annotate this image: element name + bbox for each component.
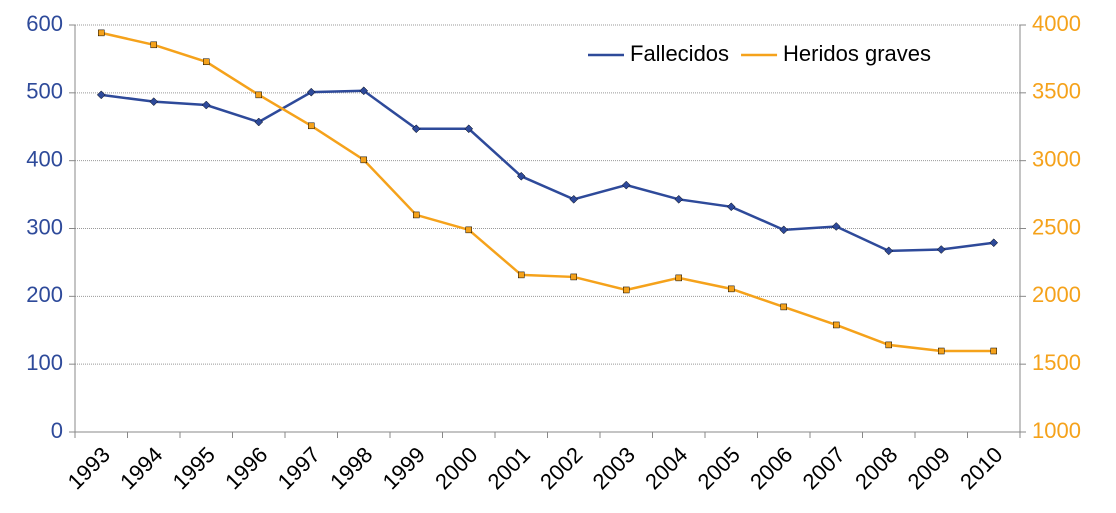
x-tick-label: 2009 bbox=[903, 442, 955, 494]
marker bbox=[98, 29, 105, 37]
marker bbox=[936, 245, 946, 254]
y-tick-label: 200 bbox=[26, 282, 63, 307]
y-tick-label: 300 bbox=[26, 214, 63, 239]
x-tick-label: 1997 bbox=[273, 442, 325, 494]
marker bbox=[516, 171, 526, 181]
marker bbox=[518, 271, 525, 279]
marker bbox=[884, 246, 894, 256]
marker bbox=[149, 97, 159, 107]
legend-label: Heridos graves bbox=[783, 41, 931, 66]
y2-tick-label: 2000 bbox=[1032, 282, 1081, 307]
x-tick-label: 1994 bbox=[115, 442, 167, 494]
marker bbox=[150, 41, 157, 49]
marker bbox=[833, 321, 840, 329]
y2-tick-label: 4000 bbox=[1032, 11, 1081, 36]
marker bbox=[360, 156, 367, 164]
marker bbox=[989, 238, 999, 248]
marker bbox=[780, 303, 787, 311]
marker bbox=[201, 100, 211, 110]
marker bbox=[465, 226, 472, 234]
marker bbox=[411, 124, 421, 134]
y-tick-label: 500 bbox=[26, 79, 63, 104]
x-tick-label: 2003 bbox=[588, 442, 640, 494]
y-tick-label: 0 bbox=[51, 418, 63, 443]
marker bbox=[255, 91, 262, 99]
marker bbox=[726, 202, 736, 212]
x-tick-label: 2006 bbox=[745, 442, 797, 494]
y-tick-label: 400 bbox=[26, 146, 63, 171]
series-line bbox=[101, 89, 994, 253]
marker bbox=[885, 341, 892, 349]
x-tick-label: 2001 bbox=[483, 442, 535, 494]
marker bbox=[359, 86, 369, 96]
marker bbox=[570, 273, 577, 281]
x-tick-label: 2010 bbox=[955, 442, 1007, 494]
marker bbox=[674, 194, 684, 204]
y-tick-label: 100 bbox=[26, 350, 63, 375]
marker bbox=[464, 124, 474, 134]
x-tick-label: 2008 bbox=[850, 442, 902, 494]
marker bbox=[675, 274, 682, 282]
y2-tick-label: 3500 bbox=[1032, 79, 1081, 104]
marker bbox=[569, 194, 579, 204]
x-tick-label: 2007 bbox=[798, 442, 850, 494]
series-line bbox=[100, 31, 994, 353]
marker bbox=[308, 122, 315, 130]
x-tick-label: 2000 bbox=[430, 442, 482, 494]
marker bbox=[779, 225, 789, 235]
y2-tick-label: 2500 bbox=[1032, 214, 1081, 239]
marker bbox=[990, 347, 997, 355]
y2-tick-label: 3000 bbox=[1032, 146, 1081, 171]
y2-tick-label: 1000 bbox=[1032, 418, 1081, 443]
y2-tick-label: 1500 bbox=[1032, 350, 1081, 375]
marker bbox=[306, 87, 316, 97]
marker bbox=[621, 180, 631, 190]
x-tick-label: 1999 bbox=[378, 442, 430, 494]
x-tick-label: 1993 bbox=[63, 442, 115, 494]
marker bbox=[203, 58, 210, 66]
legend-label: Fallecidos bbox=[630, 41, 729, 66]
marker bbox=[831, 222, 841, 231]
marker bbox=[623, 286, 630, 294]
x-tick-label: 1996 bbox=[220, 442, 272, 494]
x-tick-label: 1998 bbox=[325, 442, 377, 494]
y-tick-label: 600 bbox=[26, 11, 63, 36]
x-tick-label: 2004 bbox=[640, 442, 692, 494]
x-tick-label: 2005 bbox=[693, 442, 745, 494]
marker bbox=[254, 117, 264, 127]
marker bbox=[413, 211, 420, 219]
x-tick-label: 1995 bbox=[168, 442, 220, 494]
marker bbox=[728, 285, 735, 293]
marker bbox=[96, 90, 106, 100]
x-tick-label: 2002 bbox=[535, 442, 587, 494]
marker bbox=[938, 347, 945, 355]
